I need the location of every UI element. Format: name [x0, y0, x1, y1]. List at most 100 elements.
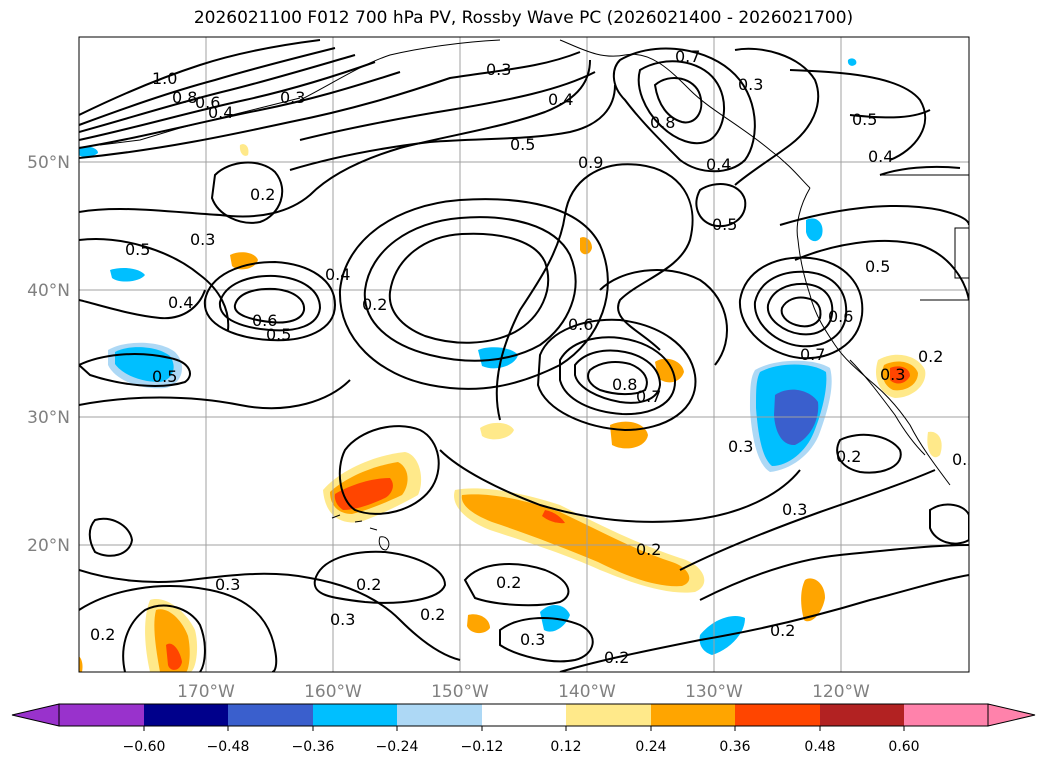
lon-label-120w: 120°W — [812, 682, 870, 702]
colorbar: −0.60 −0.48 −0.36 −0.24 −0.12 0.12 0.24 … — [11, 703, 1036, 755]
colorbar-tick-label: −0.36 — [292, 739, 335, 755]
contour-0-6-lobe — [599, 269, 728, 366]
longitude-labels: 170°W 160°W 150°W 140°W 130°W 120°W — [177, 682, 870, 702]
fill-pos-small-5 — [580, 237, 592, 255]
contour-label: 0.5 — [510, 135, 535, 154]
contour-0-3-se — [679, 469, 936, 571]
colorbar-ticks — [143, 726, 905, 731]
fill-pos-small-3 — [655, 358, 684, 383]
baja — [849, 359, 926, 456]
fill-pos-band-core — [461, 494, 690, 587]
contour-label: 0.2 — [952, 450, 977, 469]
map-panel: 1.0 0.8 0.6 0.4 0.3 0.3 0.3 0.2 0.3 0.5 … — [79, 37, 977, 672]
colorbar-tick-label: 0.12 — [550, 739, 581, 755]
contour-label: 0.9 — [578, 153, 603, 172]
contour-0-4-east — [779, 205, 969, 226]
contour-ca-ring-1 — [738, 256, 864, 360]
contour-nw-stack-5 — [79, 71, 401, 149]
lat-label-40n: 40°N — [27, 281, 70, 301]
contour-low-ring-3 — [574, 349, 662, 404]
colorbar-bin — [820, 704, 904, 726]
colorbar-bin — [651, 704, 735, 726]
contour-ca-ring-4 — [780, 296, 822, 328]
fill-pos-band-peak — [542, 510, 565, 524]
positive-anomaly-fills — [79, 144, 942, 672]
contour-nw-stack-6 — [79, 51, 581, 159]
contour-0-2-south-loop — [313, 550, 447, 604]
contour-0-5-ne — [789, 69, 927, 161]
fill-neg-orwa — [806, 218, 823, 242]
hawaii-islands — [331, 514, 390, 551]
contour-low-ring-4 — [587, 361, 648, 396]
fill-pos-baja-peak — [890, 366, 910, 384]
contour-label: 0.2 — [250, 185, 275, 204]
contour-label: 0.2 — [362, 295, 387, 314]
lon-label-160w: 160°W — [304, 682, 362, 702]
lon-label-170w: 170°W — [177, 682, 235, 702]
contour-0-2-e-loop — [836, 433, 902, 474]
contour-w-ring-2 — [218, 274, 322, 332]
colorbar-bin — [566, 704, 651, 726]
contour-label: 0.4 — [168, 293, 193, 312]
colorbar-bin — [228, 704, 313, 726]
contour-label: 0.3 — [330, 610, 355, 629]
contour-label: 0.4 — [706, 155, 731, 174]
contour-label: 1.0 — [152, 69, 177, 88]
contour-0-5-west — [79, 289, 206, 320]
fill-pos-small-2 — [480, 422, 514, 440]
contour-0-3-sw — [79, 585, 278, 672]
contour-nw-stack-2 — [79, 47, 336, 126]
contour-label: 0.3 — [486, 60, 511, 79]
lat-label-30n: 30°N — [27, 408, 70, 428]
contour-label: 0.2 — [496, 573, 521, 592]
contour-label: 0.2 — [770, 621, 795, 640]
contour-0-3-wave — [79, 379, 351, 410]
contour-low-ring-2 — [559, 336, 677, 416]
contour-0-4-ne — [849, 109, 961, 176]
colorbar-bin — [313, 704, 397, 726]
contour-label: 0.5 — [266, 325, 291, 344]
contour-central-ring-2 — [363, 216, 577, 362]
contour-0-3-north — [79, 59, 591, 218]
colorbar-tick-label: −0.24 — [376, 739, 419, 755]
contour-label: 0.3 — [738, 75, 763, 94]
lat-label-50n: 50°N — [27, 153, 70, 173]
contour-ca-ring-2 — [753, 270, 848, 348]
contour-nw-stack-4 — [79, 61, 376, 141]
map-frame — [78, 36, 970, 673]
contour-label: 0.7 — [800, 345, 825, 364]
contour-alaska-loop — [612, 47, 756, 173]
contour-0-2-se-band-2 — [699, 544, 969, 601]
contour-label: 0.2 — [604, 648, 629, 667]
contour-label: 0.6 — [828, 307, 853, 326]
colorbar-tick-label: −0.48 — [207, 739, 250, 755]
fill-pos-small-7 — [467, 614, 490, 634]
latitude-labels: 50°N 40°N 30°N 20°N — [27, 153, 70, 556]
colorbar-bin — [482, 704, 566, 726]
contour-0-3-ne — [734, 47, 820, 186]
contour-label: 0.3 — [728, 437, 753, 456]
contour-0-4-north — [299, 71, 596, 141]
contour-label: 0.2 — [918, 347, 943, 366]
contour-ca-ring-3 — [766, 282, 834, 336]
contour-0-2-se-band — [559, 574, 969, 672]
colorbar-bin — [59, 704, 144, 726]
colorbar-tick-label: 0.60 — [888, 739, 919, 755]
contour-label: 0.8 — [172, 88, 197, 107]
contour-label: 0.3 — [215, 575, 240, 594]
contour-low-ring-1 — [536, 318, 697, 432]
contour-alaska-loop-3 — [653, 76, 703, 124]
contour-label: 0.5 — [865, 257, 890, 276]
contour-label: 0.5 — [125, 240, 150, 259]
colorbar-tick-label: 0.24 — [635, 739, 666, 755]
fill-pos-se — [927, 431, 942, 458]
colorbar-bin — [397, 704, 482, 726]
colorbar-bin — [144, 704, 228, 726]
contour-label: 0.7 — [636, 387, 661, 406]
colorbar-tick-label: −0.12 — [461, 739, 504, 755]
contour-label: 0.2 — [90, 625, 115, 644]
alaska-coast — [299, 39, 811, 189]
contour-0-3-wrap — [439, 449, 801, 523]
contour-big-swirl — [495, 163, 694, 421]
fill-neg-nw — [110, 267, 145, 282]
